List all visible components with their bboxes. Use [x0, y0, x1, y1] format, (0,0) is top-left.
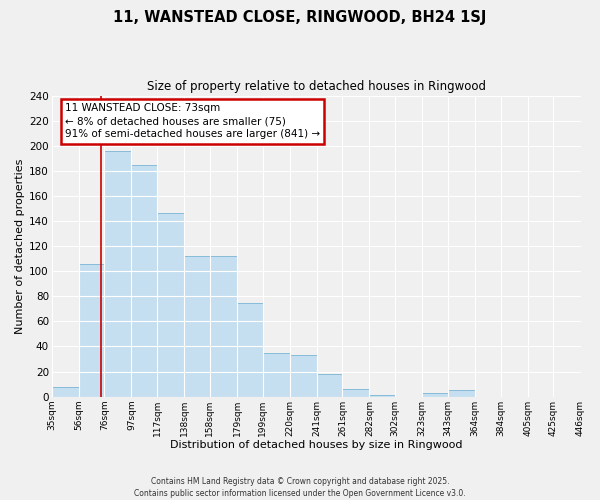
Text: 11, WANSTEAD CLOSE, RINGWOOD, BH24 1SJ: 11, WANSTEAD CLOSE, RINGWOOD, BH24 1SJ: [113, 10, 487, 25]
X-axis label: Distribution of detached houses by size in Ringwood: Distribution of detached houses by size …: [170, 440, 463, 450]
Bar: [52, 386, 79, 396]
Bar: [263, 353, 290, 397]
Text: Contains HM Land Registry data © Crown copyright and database right 2025.
Contai: Contains HM Land Registry data © Crown c…: [134, 476, 466, 498]
Bar: [448, 390, 475, 396]
Bar: [237, 302, 263, 396]
Bar: [184, 256, 210, 396]
Bar: [422, 393, 448, 396]
Bar: [290, 356, 317, 397]
Bar: [79, 264, 104, 396]
Title: Size of property relative to detached houses in Ringwood: Size of property relative to detached ho…: [146, 80, 485, 93]
Bar: [157, 214, 184, 396]
Bar: [343, 389, 370, 396]
Bar: [131, 164, 157, 396]
Y-axis label: Number of detached properties: Number of detached properties: [15, 158, 25, 334]
Text: 11 WANSTEAD CLOSE: 73sqm
← 8% of detached houses are smaller (75)
91% of semi-de: 11 WANSTEAD CLOSE: 73sqm ← 8% of detache…: [65, 103, 320, 140]
Bar: [317, 374, 343, 396]
Bar: [210, 256, 237, 396]
Bar: [104, 151, 131, 396]
